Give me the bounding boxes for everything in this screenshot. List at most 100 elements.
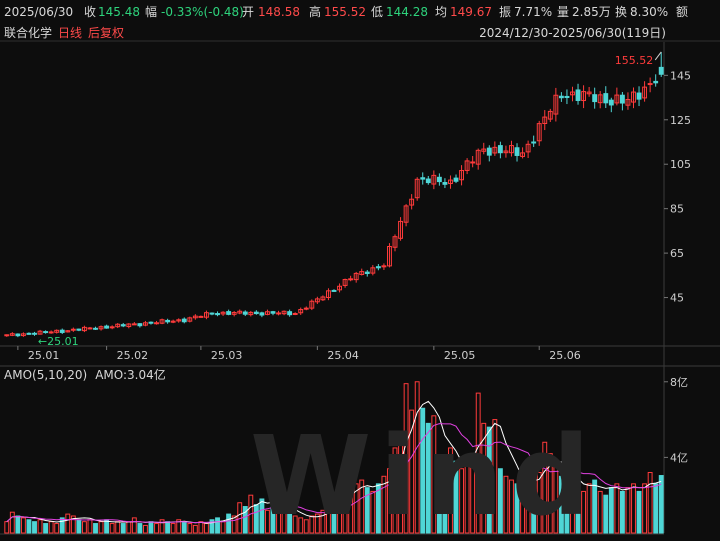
- candle-body: [126, 323, 132, 328]
- volume-bar: [320, 509, 326, 534]
- open-label: 开: [242, 5, 255, 19]
- candle-body: [642, 86, 648, 99]
- candle-body: [403, 205, 409, 223]
- volume-bar: [203, 523, 209, 534]
- volume-bar: [542, 441, 548, 534]
- candle-body: [237, 310, 243, 314]
- volume-bar: [608, 487, 614, 534]
- candle-body: [575, 89, 581, 101]
- candle-body: [348, 278, 354, 281]
- amo-indicator-name[interactable]: AMO(5,10,20): [4, 368, 88, 382]
- volume-bar: [209, 519, 215, 534]
- ma5-line: [6, 400, 662, 524]
- candle-body: [220, 311, 226, 315]
- volume-bar: [647, 472, 653, 534]
- candle-body: [631, 91, 636, 103]
- candle-body: [20, 333, 26, 337]
- volume-bar: [398, 437, 403, 534]
- volume-bar: [581, 490, 587, 534]
- volume-bar: [381, 475, 387, 534]
- candle-body: [104, 325, 110, 329]
- candle-body: [614, 94, 620, 104]
- period-tag[interactable]: 日线: [58, 26, 83, 40]
- volume-bar: [303, 519, 309, 534]
- candle-body: [564, 95, 570, 98]
- volume-bar: [592, 479, 598, 534]
- candle-body: [647, 83, 653, 86]
- candle-body: [231, 312, 237, 315]
- candle-body: [142, 322, 148, 326]
- candle-body: [115, 323, 121, 328]
- candle-body: [176, 319, 182, 322]
- volume-bar: [436, 456, 442, 534]
- candle-body: [370, 267, 376, 274]
- volume-bar: [525, 475, 531, 534]
- volume-bar: [314, 513, 320, 534]
- candle-body: [586, 91, 592, 95]
- volume-bar: [109, 523, 115, 534]
- candle-body: [292, 313, 298, 316]
- volume-bar: [387, 468, 392, 534]
- volume-bar: [425, 422, 431, 534]
- high-label: 高: [309, 5, 322, 19]
- candle-body: [414, 178, 420, 199]
- volume-bar: [176, 519, 182, 534]
- volume-bar: [547, 453, 553, 534]
- volume-bar: [215, 517, 220, 534]
- volume-bar: [170, 523, 176, 534]
- candle-body: [32, 332, 37, 335]
- candle-body: [209, 312, 215, 315]
- candle-body: [392, 236, 398, 248]
- candle-body: [470, 161, 476, 164]
- volume-bar: [259, 498, 265, 534]
- avg-label: 均: [435, 5, 448, 19]
- candle-body: [326, 290, 331, 298]
- candle-body: [459, 170, 465, 181]
- candle-body: [165, 319, 171, 323]
- adjust-tag[interactable]: 后复权: [88, 26, 125, 40]
- volume-bar: [37, 519, 43, 534]
- open-value: 148.58: [258, 5, 300, 19]
- candle-body: [59, 329, 65, 333]
- change-label: 幅: [145, 5, 158, 19]
- candle-body: [431, 174, 437, 185]
- volume-bar: [154, 523, 159, 534]
- candle-body: [120, 324, 126, 327]
- candle-body: [425, 178, 431, 184]
- volume-bar: [20, 517, 26, 534]
- volume-bar: [59, 517, 65, 534]
- volume-bar: [531, 483, 537, 534]
- volume-bar: [586, 483, 592, 534]
- stock-name: 联合化学: [4, 26, 53, 40]
- volume-bar: [165, 521, 171, 534]
- candle-body: [353, 272, 359, 281]
- x-tick-label: 25.01: [28, 349, 60, 362]
- candle-body: [281, 310, 287, 315]
- close-value: 145.48: [98, 5, 140, 19]
- date-range: 2024/12/30-2025/06/30(119日): [479, 26, 666, 40]
- volume-bar: [148, 521, 154, 534]
- volume-y-tick-label: 8亿: [670, 376, 688, 389]
- candle-body: [15, 333, 21, 337]
- volume-bar: [43, 523, 49, 534]
- candle-body: [131, 323, 137, 326]
- candle-body: [287, 311, 293, 316]
- candle-body: [625, 98, 631, 106]
- candle-body: [76, 328, 82, 331]
- candle-body: [387, 246, 392, 267]
- volume-bar: [242, 506, 248, 534]
- volume-bar: [614, 483, 620, 534]
- volume-bar: [442, 472, 448, 534]
- volume-bar: [15, 515, 21, 534]
- candle-body: [320, 296, 326, 301]
- volume-bar: [414, 381, 420, 534]
- candle-body: [65, 330, 71, 333]
- quote-date: 2025/06/30: [4, 5, 74, 19]
- volume-bar: [98, 521, 104, 534]
- volume-bar: [281, 507, 287, 534]
- volume-bar: [536, 472, 542, 534]
- volume-bar: [636, 490, 642, 534]
- volume-bar: [464, 456, 470, 534]
